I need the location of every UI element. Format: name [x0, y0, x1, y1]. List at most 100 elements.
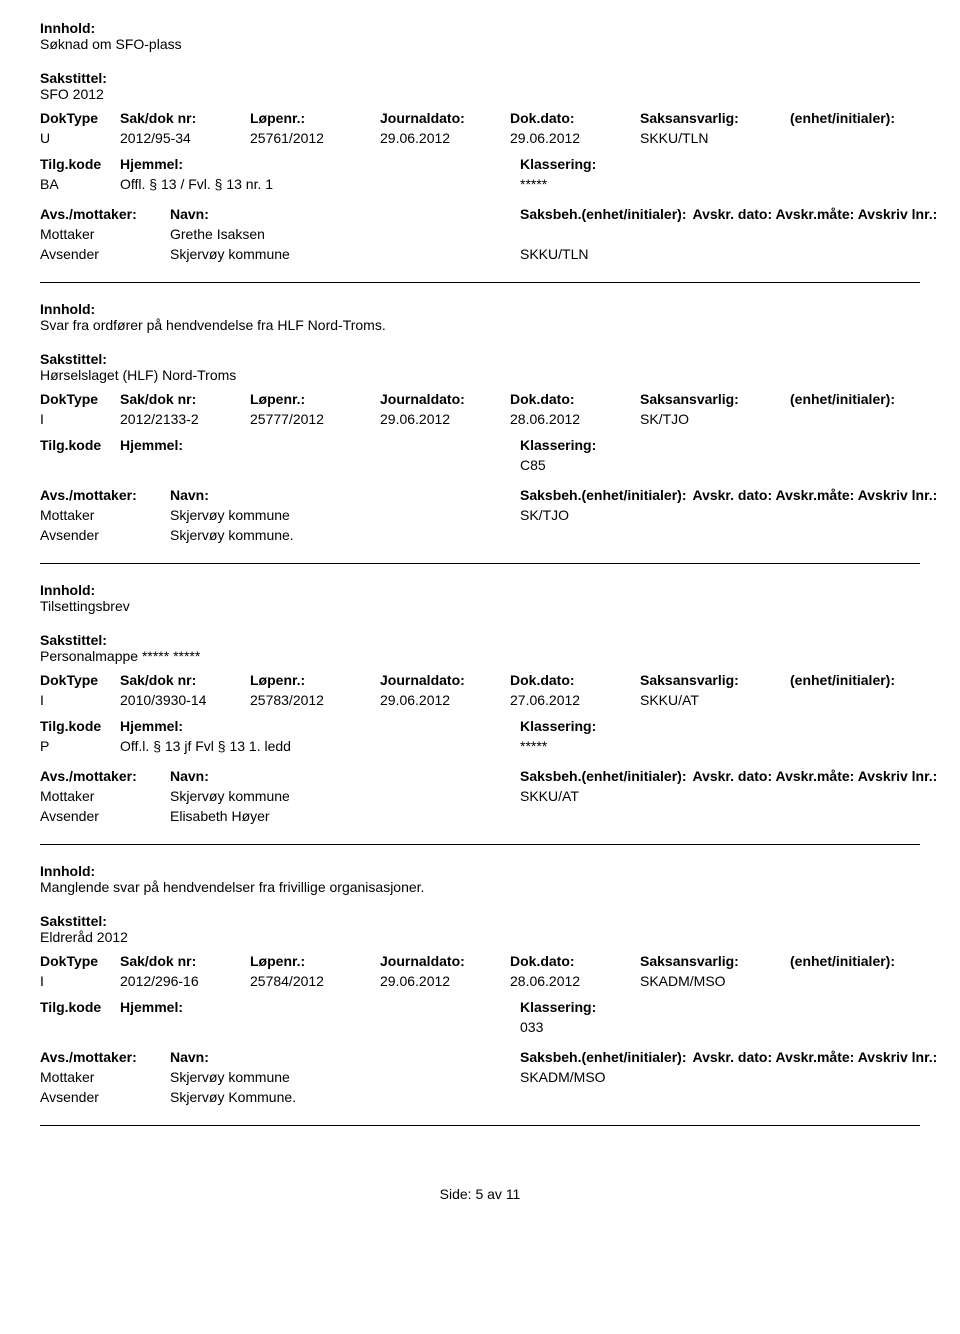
sakstittel-block: Sakstittel: Hørselslaget (HLF) Nord-Trom…	[40, 351, 920, 383]
sakstittel-value: Hørselslaget (HLF) Nord-Troms	[40, 367, 920, 383]
hjemmel-header: Hjemmel:	[120, 718, 375, 734]
avsmottaker-header: Avs./mottaker:	[40, 206, 170, 222]
dokdato-header: Dok.dato:	[510, 953, 640, 969]
journal-record: Innhold: Tilsettingsbrev Sakstittel: Per…	[40, 582, 920, 824]
tilgkode-header: Tilg.kode	[40, 999, 120, 1015]
journaldato-header: Journaldato:	[380, 672, 510, 688]
innhold-block: Innhold: Tilsettingsbrev	[40, 582, 920, 614]
saknr-header: Sak/dok nr:	[120, 953, 250, 969]
doktype-header: DokType	[40, 672, 120, 688]
saksbeh-header: Saksbeh.(enhet/initialer):	[520, 206, 686, 222]
enhet-header: (enhet/initialer):	[790, 391, 930, 407]
avsender-label: Avsender	[40, 808, 170, 824]
doktype-value: I	[40, 411, 120, 427]
data-row: I 2012/296-16 25784/2012 29.06.2012 28.0…	[40, 973, 920, 989]
innhold-value: Svar fra ordfører på hendvendelse fra HL…	[40, 317, 920, 333]
dokdato-header: Dok.dato:	[510, 391, 640, 407]
doktype-header: DokType	[40, 391, 120, 407]
hjemmel-header: Hjemmel:	[120, 437, 375, 453]
enhet-header: (enhet/initialer):	[790, 110, 930, 126]
enhet-header: (enhet/initialer):	[790, 672, 930, 688]
mottaker-navn: Skjervøy kommune	[170, 788, 425, 804]
page-number: 5	[475, 1186, 483, 1202]
navn-header: Navn:	[170, 768, 400, 784]
journal-record: Innhold: Svar fra ordfører på hendvendel…	[40, 301, 920, 543]
avs-section: Avs./mottaker: Navn: Saksbeh.(enhet/init…	[40, 487, 920, 543]
total-pages: 11	[506, 1186, 521, 1202]
innhold-label: Innhold:	[40, 863, 920, 879]
tilgkode-header: Tilg.kode	[40, 437, 120, 453]
journal-record: Innhold: Manglende svar på hendvendelser…	[40, 863, 920, 1105]
journaldato-value: 29.06.2012	[380, 411, 510, 427]
avsender-navn: Skjervøy kommune.	[170, 527, 425, 543]
data-row: U 2012/95-34 25761/2012 29.06.2012 29.06…	[40, 130, 920, 146]
navn-header: Navn:	[170, 487, 400, 503]
header-row: DokType Sak/dok nr: Løpenr.: Journaldato…	[40, 391, 920, 407]
saksansvarlig-header: Saksansvarlig:	[640, 953, 790, 969]
innhold-value: Tilsettingsbrev	[40, 598, 920, 614]
innhold-value: Manglende svar på hendvendelser fra friv…	[40, 879, 920, 895]
avsender-navn: Skjervøy kommune	[170, 246, 425, 262]
avsender-label: Avsender	[40, 1089, 170, 1105]
hjemmel-value: Off.l. § 13 jf Fvl § 13 1. ledd	[120, 738, 375, 754]
avsmottaker-header: Avs./mottaker:	[40, 768, 170, 784]
klassering-value: 033	[520, 1019, 543, 1035]
avs-section: Avs./mottaker: Navn: Saksbeh.(enhet/init…	[40, 1049, 920, 1105]
record-divider	[40, 563, 920, 564]
innhold-block: Innhold: Søknad om SFO-plass	[40, 20, 920, 52]
sakstittel-label: Sakstittel:	[40, 632, 920, 648]
klassering-header: Klassering:	[520, 437, 596, 453]
dokdato-header: Dok.dato:	[510, 110, 640, 126]
saknr-value: 2012/296-16	[120, 973, 250, 989]
avskr-header: Avskr. dato: Avskr.måte: Avskriv lnr.:	[692, 768, 937, 784]
header-row: DokType Sak/dok nr: Løpenr.: Journaldato…	[40, 110, 920, 126]
saksansvarlig-value: SK/TJO	[640, 411, 790, 427]
journaldato-value: 29.06.2012	[380, 973, 510, 989]
saknr-header: Sak/dok nr:	[120, 672, 250, 688]
saknr-header: Sak/dok nr:	[120, 391, 250, 407]
hjemmel-value	[120, 457, 375, 473]
avs-section: Avs./mottaker: Navn: Saksbeh.(enhet/init…	[40, 768, 920, 824]
lopenr-header: Løpenr.:	[250, 391, 380, 407]
sakstittel-label: Sakstittel:	[40, 351, 920, 367]
lopenr-value: 25761/2012	[250, 130, 380, 146]
enhet-header: (enhet/initialer):	[790, 953, 930, 969]
lopenr-value: 25777/2012	[250, 411, 380, 427]
doktype-value: U	[40, 130, 120, 146]
avsmottaker-header: Avs./mottaker:	[40, 487, 170, 503]
sakstittel-label: Sakstittel:	[40, 70, 920, 86]
data-row: I 2010/3930-14 25783/2012 29.06.2012 27.…	[40, 692, 920, 708]
mottaker-label: Mottaker	[40, 507, 170, 523]
innhold-block: Innhold: Manglende svar på hendvendelser…	[40, 863, 920, 895]
dokdato-header: Dok.dato:	[510, 672, 640, 688]
journal-record: Innhold: Søknad om SFO-plass Sakstittel:…	[40, 20, 920, 262]
saksbeh-header: Saksbeh.(enhet/initialer):	[520, 487, 686, 503]
doktype-value: I	[40, 973, 120, 989]
side-label: Side:	[440, 1186, 472, 1202]
avskr-header: Avskr. dato: Avskr.måte: Avskriv lnr.:	[692, 206, 937, 222]
mottaker-navn: Skjervøy kommune	[170, 507, 425, 523]
navn-header: Navn:	[170, 1049, 400, 1065]
journaldato-value: 29.06.2012	[380, 692, 510, 708]
klassering-header: Klassering:	[520, 718, 596, 734]
tilgkode-header: Tilg.kode	[40, 718, 120, 734]
avsender-label: Avsender	[40, 527, 170, 543]
saksbeh-header: Saksbeh.(enhet/initialer):	[520, 768, 686, 784]
saknr-value: 2010/3930-14	[120, 692, 250, 708]
avsmottaker-header: Avs./mottaker:	[40, 1049, 170, 1065]
record-divider	[40, 282, 920, 283]
klassering-header: Klassering:	[520, 156, 596, 172]
avskr-header: Avskr. dato: Avskr.måte: Avskriv lnr.:	[692, 1049, 937, 1065]
mottaker-saksbeh: SKADM/MSO	[520, 1069, 606, 1085]
dokdato-value: 27.06.2012	[510, 692, 640, 708]
mottaker-label: Mottaker	[40, 1069, 170, 1085]
avsender-label: Avsender	[40, 246, 170, 262]
saksansvarlig-value: SKKU/AT	[640, 692, 790, 708]
klassering-value: *****	[520, 738, 547, 754]
tilg-section: Tilg.kode Hjemmel: Klassering: BA Offl. …	[40, 156, 920, 192]
record-divider	[40, 844, 920, 845]
header-row: DokType Sak/dok nr: Løpenr.: Journaldato…	[40, 953, 920, 969]
saknr-value: 2012/95-34	[120, 130, 250, 146]
avsender-saksbeh: SKKU/TLN	[520, 246, 588, 262]
hjemmel-header: Hjemmel:	[120, 999, 375, 1015]
